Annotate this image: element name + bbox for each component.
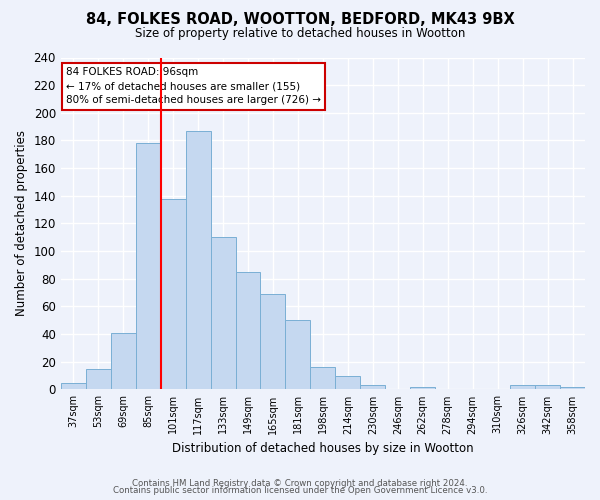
Bar bbox=[335, 376, 361, 390]
Bar bbox=[510, 386, 535, 390]
Bar bbox=[260, 294, 286, 390]
Bar bbox=[61, 382, 86, 390]
Bar bbox=[286, 320, 310, 390]
Bar bbox=[111, 332, 136, 390]
Bar bbox=[86, 368, 111, 390]
Text: 84, FOLKES ROAD, WOOTTON, BEDFORD, MK43 9BX: 84, FOLKES ROAD, WOOTTON, BEDFORD, MK43 … bbox=[86, 12, 514, 28]
Bar bbox=[185, 131, 211, 390]
Text: Size of property relative to detached houses in Wootton: Size of property relative to detached ho… bbox=[135, 28, 465, 40]
Bar bbox=[136, 143, 161, 390]
Bar bbox=[236, 272, 260, 390]
X-axis label: Distribution of detached houses by size in Wootton: Distribution of detached houses by size … bbox=[172, 442, 474, 455]
Text: 84 FOLKES ROAD: 96sqm
← 17% of detached houses are smaller (155)
80% of semi-det: 84 FOLKES ROAD: 96sqm ← 17% of detached … bbox=[66, 68, 321, 106]
Text: Contains HM Land Registry data © Crown copyright and database right 2024.: Contains HM Land Registry data © Crown c… bbox=[132, 478, 468, 488]
Bar bbox=[535, 386, 560, 390]
Bar bbox=[361, 386, 385, 390]
Y-axis label: Number of detached properties: Number of detached properties bbox=[15, 130, 28, 316]
Bar bbox=[410, 386, 435, 390]
Bar bbox=[211, 238, 236, 390]
Bar bbox=[560, 386, 585, 390]
Bar bbox=[161, 198, 185, 390]
Text: Contains public sector information licensed under the Open Government Licence v3: Contains public sector information licen… bbox=[113, 486, 487, 495]
Bar bbox=[310, 368, 335, 390]
